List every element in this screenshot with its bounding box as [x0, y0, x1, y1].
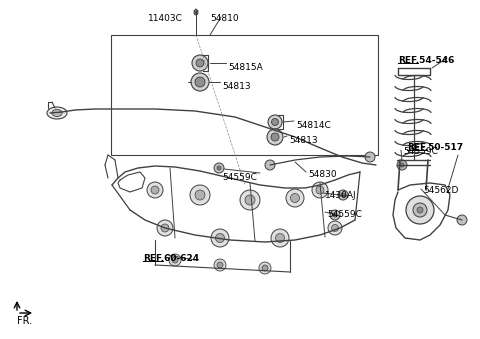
Text: 54813: 54813	[222, 82, 251, 91]
Circle shape	[276, 234, 285, 242]
Circle shape	[157, 220, 173, 236]
Circle shape	[195, 77, 205, 87]
Circle shape	[267, 129, 283, 145]
Text: 54559C: 54559C	[403, 147, 438, 156]
Text: 54814C: 54814C	[296, 121, 331, 130]
Circle shape	[217, 166, 221, 170]
Circle shape	[365, 152, 375, 162]
Text: 11403C: 11403C	[148, 14, 183, 23]
Ellipse shape	[52, 109, 62, 117]
Circle shape	[214, 259, 226, 271]
Circle shape	[240, 190, 260, 210]
Text: 54559C: 54559C	[222, 173, 257, 182]
Circle shape	[312, 182, 328, 198]
Circle shape	[268, 115, 282, 129]
Circle shape	[328, 221, 342, 235]
Circle shape	[192, 55, 208, 71]
Text: 54810: 54810	[210, 14, 239, 23]
Circle shape	[316, 186, 324, 194]
Circle shape	[417, 207, 423, 213]
Circle shape	[262, 265, 268, 271]
Circle shape	[172, 257, 178, 263]
Text: REF.60-624: REF.60-624	[143, 254, 199, 263]
Ellipse shape	[47, 107, 67, 119]
Circle shape	[195, 190, 205, 200]
Text: 54813: 54813	[289, 136, 318, 145]
Text: 54830: 54830	[308, 170, 336, 179]
Text: REF.54-546: REF.54-546	[398, 56, 455, 65]
Circle shape	[457, 215, 467, 225]
Text: 54815A: 54815A	[228, 63, 263, 72]
Circle shape	[406, 196, 434, 224]
Circle shape	[196, 59, 204, 67]
Circle shape	[214, 163, 224, 173]
Text: FR.: FR.	[17, 316, 32, 326]
Bar	[111, 35, 378, 155]
Text: 1430AJ: 1430AJ	[325, 191, 357, 200]
Circle shape	[271, 229, 289, 247]
Circle shape	[161, 224, 169, 232]
Circle shape	[332, 224, 338, 232]
Circle shape	[330, 210, 340, 220]
Circle shape	[265, 160, 275, 170]
Circle shape	[191, 73, 209, 91]
Circle shape	[216, 234, 225, 242]
Text: 54559C: 54559C	[327, 210, 362, 219]
Circle shape	[341, 193, 345, 197]
Circle shape	[400, 163, 404, 167]
Circle shape	[151, 186, 159, 194]
Circle shape	[259, 262, 271, 274]
Circle shape	[169, 254, 181, 266]
Circle shape	[271, 133, 279, 141]
Circle shape	[211, 229, 229, 247]
Circle shape	[290, 194, 300, 202]
Circle shape	[194, 11, 198, 15]
Circle shape	[245, 195, 255, 205]
Circle shape	[397, 160, 407, 170]
Text: 54562D: 54562D	[423, 186, 458, 195]
Circle shape	[147, 182, 163, 198]
Circle shape	[217, 262, 223, 268]
Circle shape	[272, 119, 278, 125]
Circle shape	[286, 189, 304, 207]
Circle shape	[190, 185, 210, 205]
Text: REF.50-517: REF.50-517	[407, 143, 463, 152]
Circle shape	[338, 190, 348, 200]
Circle shape	[413, 203, 427, 217]
Circle shape	[333, 213, 337, 217]
